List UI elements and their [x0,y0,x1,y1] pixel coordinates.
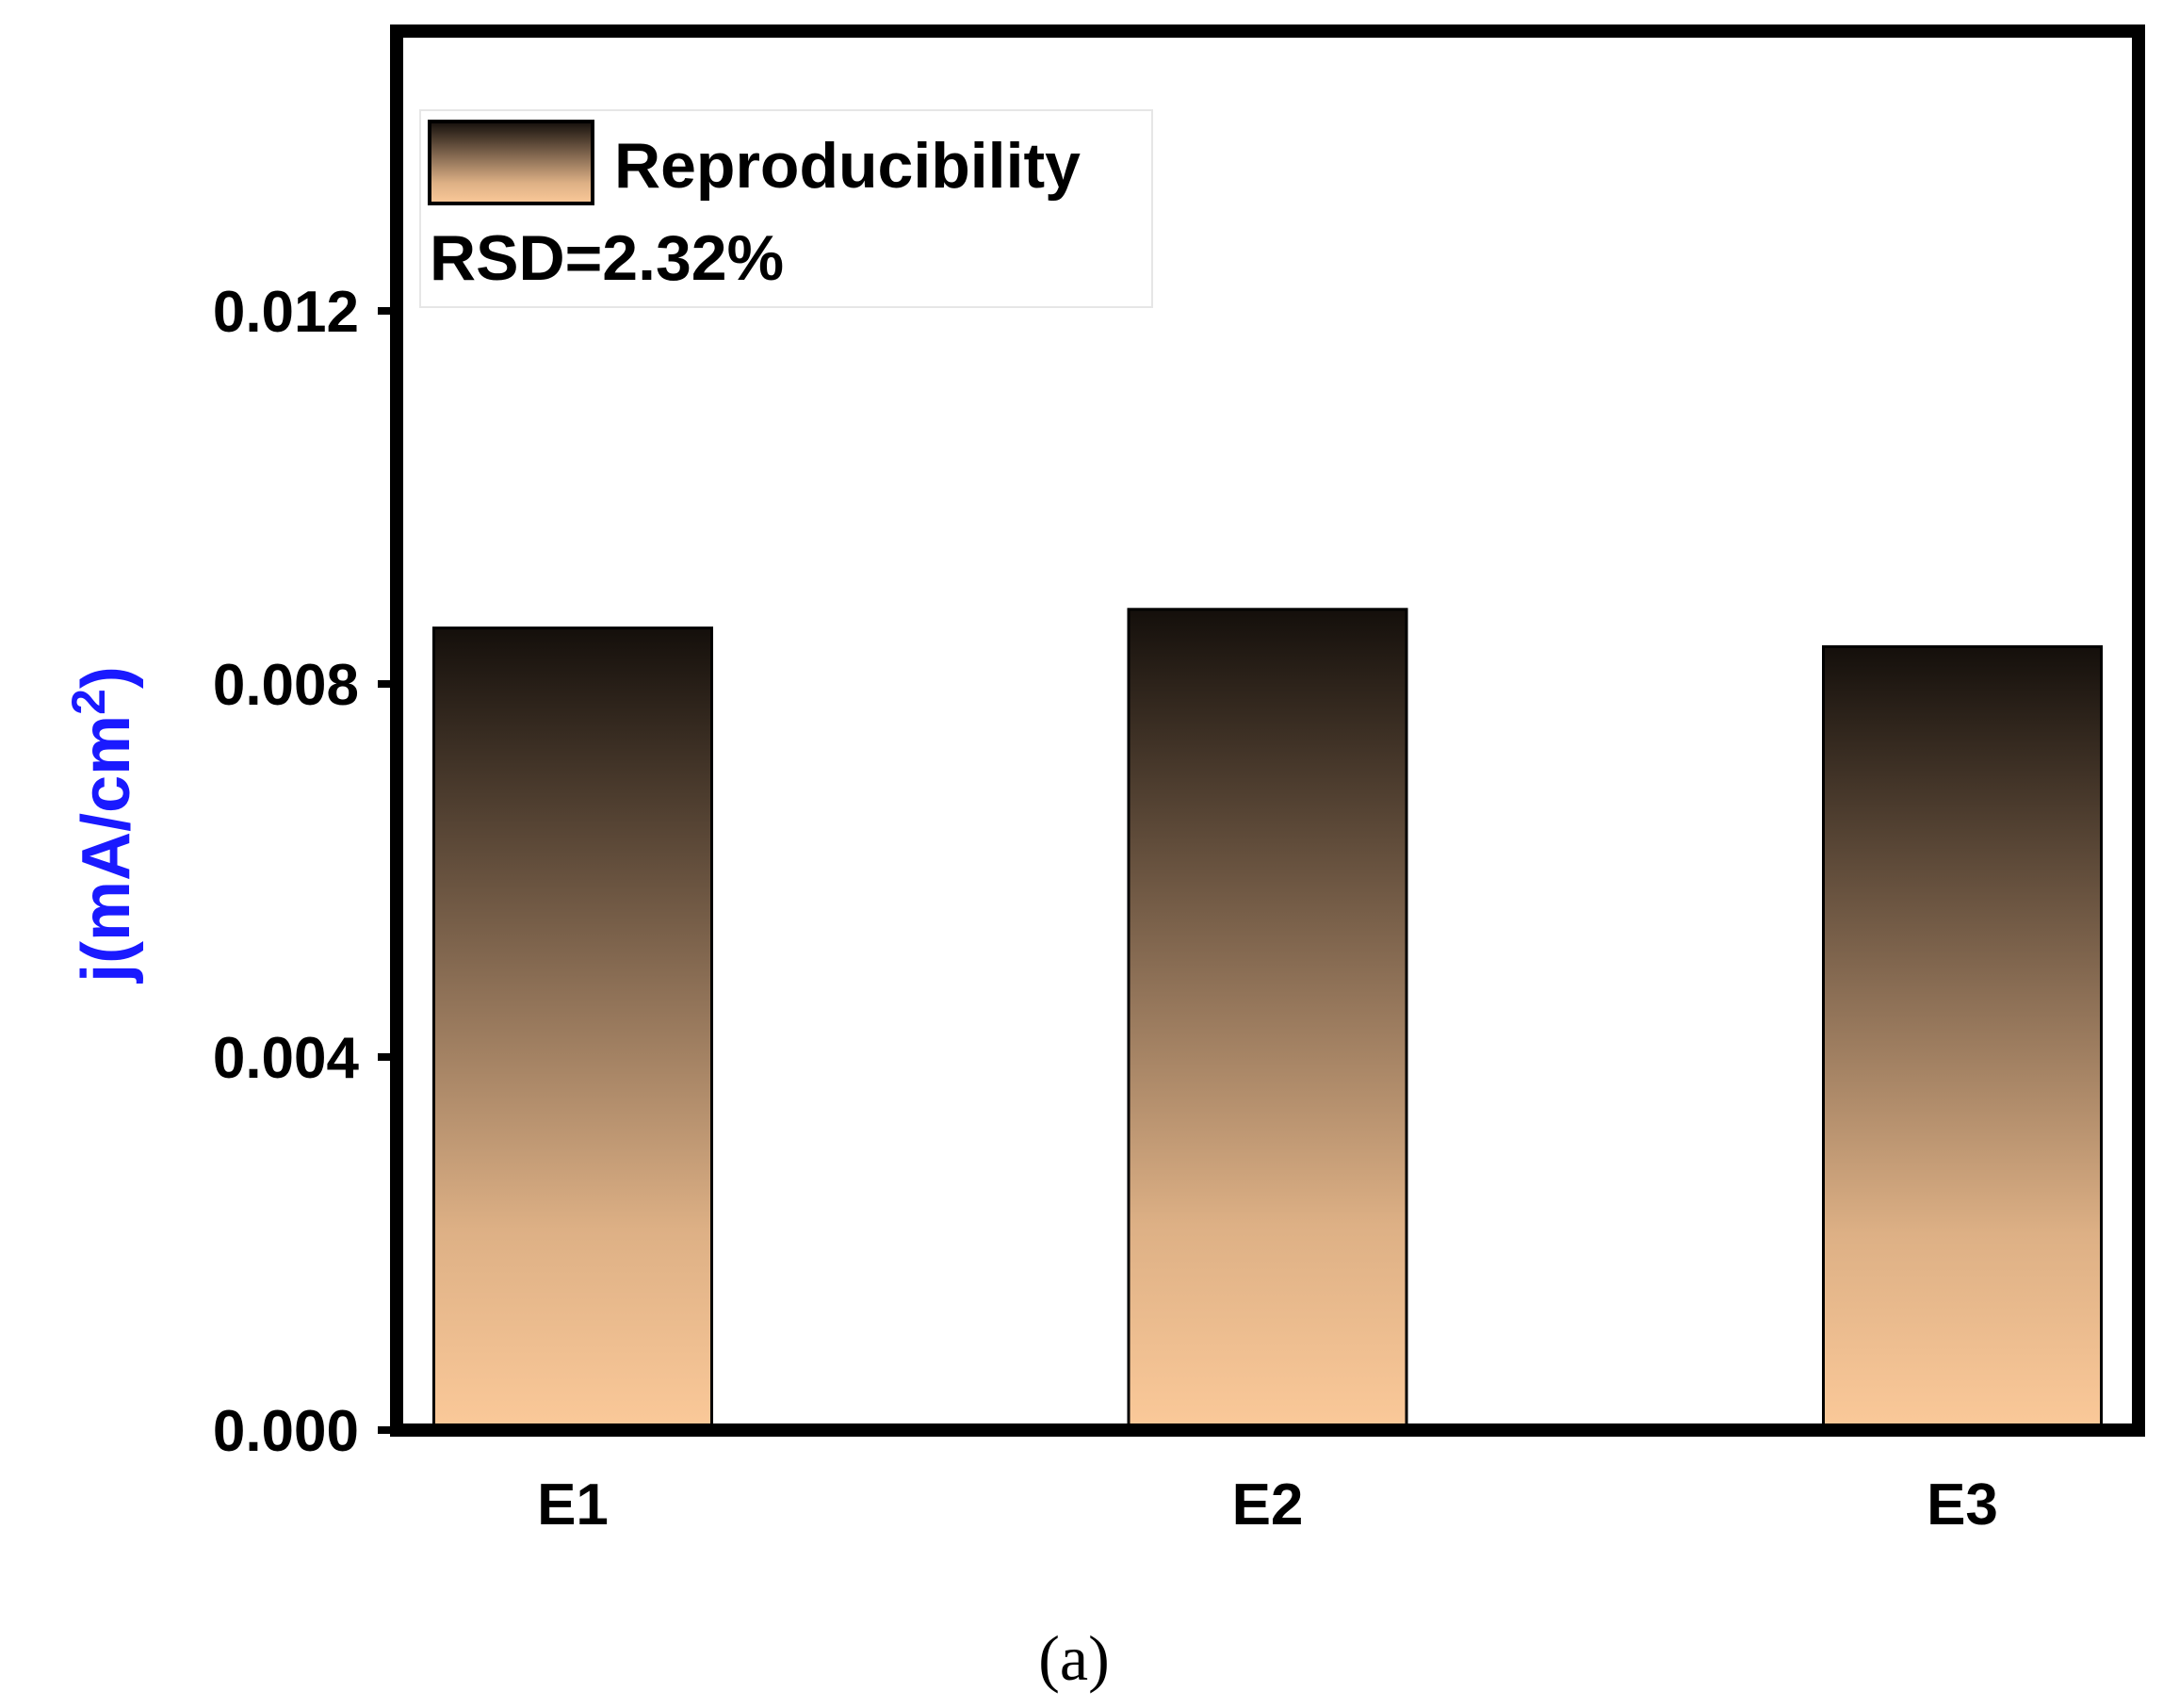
y-axis-label: j(mA/cm2) [62,666,144,984]
x-tick-label-e1: E1 [537,1472,609,1537]
x-axis-ticks: E1 E2 E3 [537,1472,1998,1537]
bar-e2 [1127,608,1408,1432]
y-tick-label: 0.012 [213,280,359,345]
y-axis-ticks: 0.000 0.004 0.008 0.012 [213,280,397,1464]
legend: Reproducibility RSD=2.32% [419,109,1153,308]
bar-e3 [1822,644,2103,1432]
legend-entry-label: Reproducibility [614,130,1081,202]
y-axis-label-prefix: j(mA/cm [69,715,144,984]
x-tick-label-e2: E2 [1232,1472,1304,1537]
bars-group [432,608,2103,1432]
y-axis-label-superscript: 2 [62,689,115,715]
y-tick-label: 0.008 [213,653,359,718]
x-tick-label-e3: E3 [1927,1472,1998,1537]
y-axis-label-suffix: ) [69,666,144,689]
bar-e1 [432,626,713,1432]
figure-caption: (a) [1038,1622,1109,1694]
legend-swatch [428,120,594,205]
y-tick-label: 0.004 [213,1026,360,1091]
y-tick-label: 0.000 [213,1399,359,1464]
legend-annotation: RSD=2.32% [430,222,784,294]
plot-frame [390,24,2145,1437]
